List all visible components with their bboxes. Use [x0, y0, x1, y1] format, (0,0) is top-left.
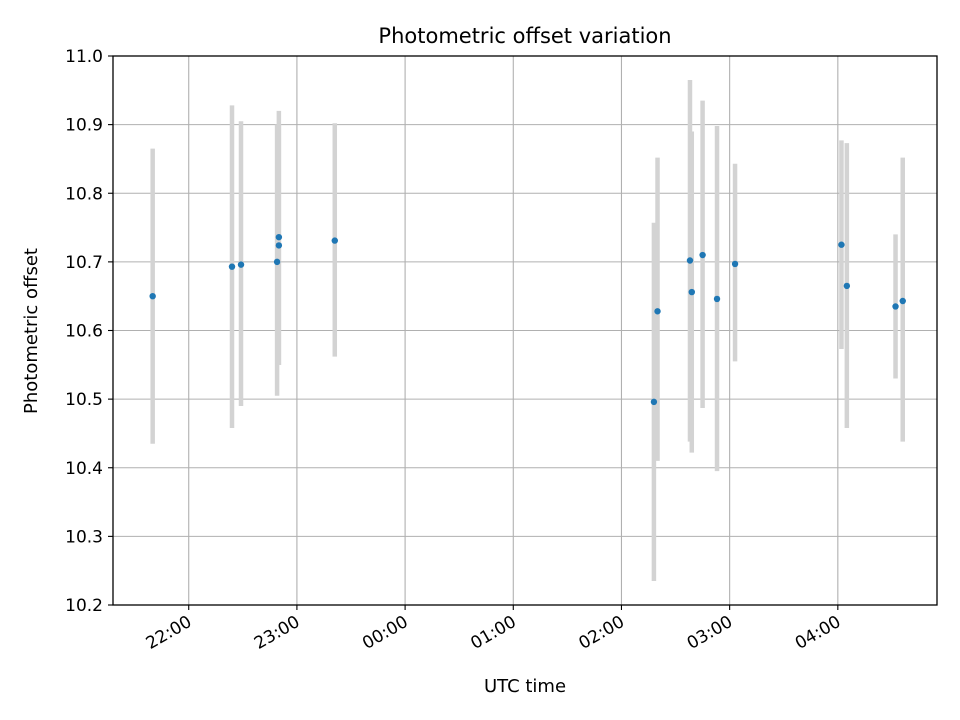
axis-ticks: 10.2 10.3 10.4 10.5 10.6 10.7 10.8 10.9 11.0 22:0… — [65, 47, 844, 654]
x-tick-label: 03:00 — [684, 612, 736, 654]
y-tick-label: 10.4 — [65, 459, 103, 479]
data-point — [654, 308, 661, 315]
data-point — [275, 242, 283, 249]
data-point — [686, 257, 694, 264]
x-tick-label: 01:00 — [467, 612, 519, 654]
y-axis-label: Photometric offset — [21, 248, 42, 414]
y-tick-label: 10.6 — [65, 322, 103, 342]
x-tick-label: 04:00 — [792, 612, 844, 654]
chart-title: Photometric offset variation — [378, 24, 671, 48]
data-points — [149, 233, 906, 406]
x-tick-label: 23:00 — [251, 612, 303, 654]
y-tick-label: 10.2 — [65, 596, 103, 616]
data-point — [650, 398, 658, 406]
y-tick-label: 10.9 — [65, 116, 103, 136]
y-tick-label: 10.8 — [65, 184, 103, 204]
data-point — [899, 297, 906, 305]
data-point — [228, 263, 236, 270]
x-tick-label: 22:00 — [143, 612, 195, 654]
x-axis-label: UTC time — [484, 676, 566, 697]
data-point — [275, 233, 283, 241]
data-point — [843, 282, 851, 290]
data-point — [838, 241, 845, 248]
data-point — [713, 295, 721, 303]
grid — [113, 55, 937, 606]
y-tick-label: 10.5 — [65, 390, 103, 410]
y-tick-label: 11.0 — [65, 47, 103, 67]
data-point — [688, 288, 695, 296]
x-tick-label: 02:00 — [576, 612, 628, 654]
data-point — [892, 303, 899, 310]
x-tick-label: 00:00 — [359, 612, 411, 654]
data-point — [699, 251, 706, 259]
data-point — [237, 261, 245, 268]
y-tick-label: 10.3 — [65, 527, 103, 547]
data-point — [149, 292, 156, 300]
data-point — [273, 258, 281, 266]
data-point — [331, 237, 338, 244]
y-tick-label: 10.7 — [65, 253, 103, 273]
data-point — [731, 260, 739, 268]
